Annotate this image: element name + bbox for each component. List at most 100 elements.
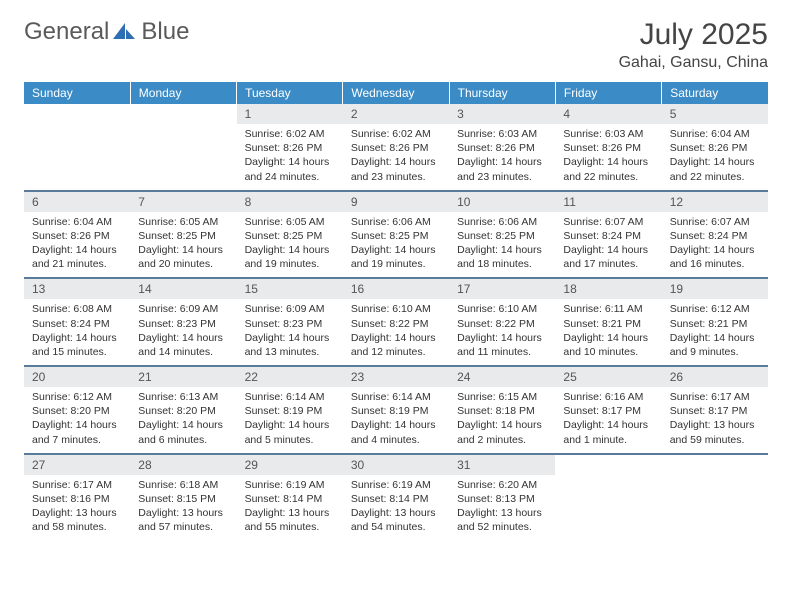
sunrise-text: Sunrise: 6:12 AM (670, 302, 760, 316)
daylight-text: Daylight: 14 hours and 22 minutes. (563, 155, 653, 183)
daylight-text: Daylight: 14 hours and 10 minutes. (563, 331, 653, 359)
daylight-text: Daylight: 14 hours and 23 minutes. (457, 155, 547, 183)
sunrise-text: Sunrise: 6:14 AM (245, 390, 335, 404)
sunset-text: Sunset: 8:16 PM (32, 492, 122, 506)
day-details: Sunrise: 6:08 AMSunset: 8:24 PMDaylight:… (24, 299, 130, 365)
day-number: 9 (343, 192, 449, 212)
calendar-day: 25Sunrise: 6:16 AMSunset: 8:17 PMDayligh… (555, 366, 661, 454)
day-number: 27 (24, 455, 130, 475)
day-details: Sunrise: 6:03 AMSunset: 8:26 PMDaylight:… (555, 124, 661, 190)
day-details: Sunrise: 6:16 AMSunset: 8:17 PMDaylight:… (555, 387, 661, 453)
day-details: Sunrise: 6:20 AMSunset: 8:13 PMDaylight:… (449, 475, 555, 541)
calendar-day: 11Sunrise: 6:07 AMSunset: 8:24 PMDayligh… (555, 191, 661, 279)
sunrise-text: Sunrise: 6:06 AM (457, 215, 547, 229)
day-number: 17 (449, 279, 555, 299)
calendar-day: 26Sunrise: 6:17 AMSunset: 8:17 PMDayligh… (662, 366, 768, 454)
day-number: 19 (662, 279, 768, 299)
sunrise-text: Sunrise: 6:08 AM (32, 302, 122, 316)
sunset-text: Sunset: 8:23 PM (245, 317, 335, 331)
daylight-text: Daylight: 13 hours and 52 minutes. (457, 506, 547, 534)
daylight-text: Daylight: 14 hours and 7 minutes. (32, 418, 122, 446)
sunrise-text: Sunrise: 6:11 AM (563, 302, 653, 316)
calendar-day: 29Sunrise: 6:19 AMSunset: 8:14 PMDayligh… (237, 454, 343, 541)
day-header: Monday (130, 82, 236, 104)
day-number: 14 (130, 279, 236, 299)
day-number: 23 (343, 367, 449, 387)
brand-logo: General Blue (24, 18, 189, 46)
calendar-day: 20Sunrise: 6:12 AMSunset: 8:20 PMDayligh… (24, 366, 130, 454)
sunrise-text: Sunrise: 6:15 AM (457, 390, 547, 404)
sunrise-text: Sunrise: 6:17 AM (670, 390, 760, 404)
calendar-day: 8Sunrise: 6:05 AMSunset: 8:25 PMDaylight… (237, 191, 343, 279)
day-details: Sunrise: 6:14 AMSunset: 8:19 PMDaylight:… (237, 387, 343, 453)
day-header: Thursday (449, 82, 555, 104)
sunrise-text: Sunrise: 6:09 AM (138, 302, 228, 316)
sunset-text: Sunset: 8:26 PM (32, 229, 122, 243)
day-header: Friday (555, 82, 661, 104)
sunset-text: Sunset: 8:25 PM (457, 229, 547, 243)
sunrise-text: Sunrise: 6:14 AM (351, 390, 441, 404)
day-header: Tuesday (237, 82, 343, 104)
day-number: 30 (343, 455, 449, 475)
calendar-day: 13Sunrise: 6:08 AMSunset: 8:24 PMDayligh… (24, 278, 130, 366)
day-number: 31 (449, 455, 555, 475)
sunrise-text: Sunrise: 6:09 AM (245, 302, 335, 316)
calendar-day: 5Sunrise: 6:04 AMSunset: 8:26 PMDaylight… (662, 104, 768, 191)
sunset-text: Sunset: 8:25 PM (351, 229, 441, 243)
calendar-day: 19Sunrise: 6:12 AMSunset: 8:21 PMDayligh… (662, 278, 768, 366)
calendar-day: 15Sunrise: 6:09 AMSunset: 8:23 PMDayligh… (237, 278, 343, 366)
day-number: 20 (24, 367, 130, 387)
calendar-week: 1Sunrise: 6:02 AMSunset: 8:26 PMDaylight… (24, 104, 768, 191)
day-number: 2 (343, 104, 449, 124)
calendar-day: 10Sunrise: 6:06 AMSunset: 8:25 PMDayligh… (449, 191, 555, 279)
day-details: Sunrise: 6:19 AMSunset: 8:14 PMDaylight:… (343, 475, 449, 541)
day-number: 24 (449, 367, 555, 387)
calendar-day: 23Sunrise: 6:14 AMSunset: 8:19 PMDayligh… (343, 366, 449, 454)
daylight-text: Daylight: 14 hours and 18 minutes. (457, 243, 547, 271)
sunset-text: Sunset: 8:14 PM (351, 492, 441, 506)
daylight-text: Daylight: 14 hours and 21 minutes. (32, 243, 122, 271)
day-details: Sunrise: 6:05 AMSunset: 8:25 PMDaylight:… (130, 212, 236, 278)
daylight-text: Daylight: 14 hours and 4 minutes. (351, 418, 441, 446)
sunrise-text: Sunrise: 6:10 AM (351, 302, 441, 316)
daylight-text: Daylight: 14 hours and 16 minutes. (670, 243, 760, 271)
sunrise-text: Sunrise: 6:04 AM (670, 127, 760, 141)
title-block: July 2025 Gahai, Gansu, China (619, 18, 768, 72)
day-details: Sunrise: 6:12 AMSunset: 8:21 PMDaylight:… (662, 299, 768, 365)
day-details: Sunrise: 6:07 AMSunset: 8:24 PMDaylight:… (662, 212, 768, 278)
day-number: 7 (130, 192, 236, 212)
sunrise-text: Sunrise: 6:05 AM (245, 215, 335, 229)
day-details: Sunrise: 6:13 AMSunset: 8:20 PMDaylight:… (130, 387, 236, 453)
sunset-text: Sunset: 8:24 PM (670, 229, 760, 243)
day-details: Sunrise: 6:03 AMSunset: 8:26 PMDaylight:… (449, 124, 555, 190)
day-number: 11 (555, 192, 661, 212)
calendar-header-row: SundayMondayTuesdayWednesdayThursdayFrid… (24, 82, 768, 104)
daylight-text: Daylight: 14 hours and 11 minutes. (457, 331, 547, 359)
calendar-day: 7Sunrise: 6:05 AMSunset: 8:25 PMDaylight… (130, 191, 236, 279)
sunrise-text: Sunrise: 6:07 AM (563, 215, 653, 229)
sunset-text: Sunset: 8:20 PM (32, 404, 122, 418)
calendar-day: 3Sunrise: 6:03 AMSunset: 8:26 PMDaylight… (449, 104, 555, 191)
daylight-text: Daylight: 14 hours and 6 minutes. (138, 418, 228, 446)
day-header: Wednesday (343, 82, 449, 104)
day-number: 15 (237, 279, 343, 299)
sunrise-text: Sunrise: 6:16 AM (563, 390, 653, 404)
daylight-text: Daylight: 14 hours and 15 minutes. (32, 331, 122, 359)
calendar-table: SundayMondayTuesdayWednesdayThursdayFrid… (24, 82, 768, 540)
daylight-text: Daylight: 14 hours and 9 minutes. (670, 331, 760, 359)
daylight-text: Daylight: 14 hours and 2 minutes. (457, 418, 547, 446)
sunset-text: Sunset: 8:14 PM (245, 492, 335, 506)
sunset-text: Sunset: 8:25 PM (245, 229, 335, 243)
calendar-week: 13Sunrise: 6:08 AMSunset: 8:24 PMDayligh… (24, 278, 768, 366)
daylight-text: Daylight: 14 hours and 24 minutes. (245, 155, 335, 183)
sunrise-text: Sunrise: 6:07 AM (670, 215, 760, 229)
sunrise-text: Sunrise: 6:13 AM (138, 390, 228, 404)
day-number: 28 (130, 455, 236, 475)
calendar-day: 17Sunrise: 6:10 AMSunset: 8:22 PMDayligh… (449, 278, 555, 366)
day-number: 18 (555, 279, 661, 299)
day-number: 3 (449, 104, 555, 124)
sunset-text: Sunset: 8:24 PM (563, 229, 653, 243)
calendar-day: 31Sunrise: 6:20 AMSunset: 8:13 PMDayligh… (449, 454, 555, 541)
day-details: Sunrise: 6:14 AMSunset: 8:19 PMDaylight:… (343, 387, 449, 453)
day-number: 8 (237, 192, 343, 212)
